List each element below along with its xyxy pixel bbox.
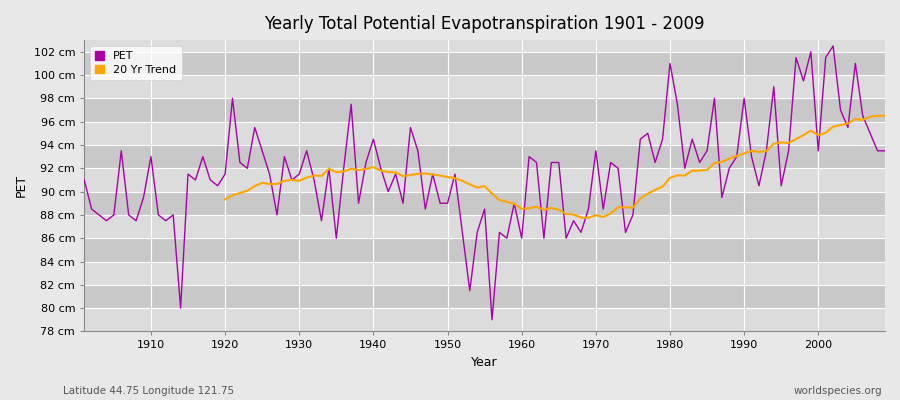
- Title: Yearly Total Potential Evapotranspiration 1901 - 2009: Yearly Total Potential Evapotranspiratio…: [265, 15, 705, 33]
- Text: Latitude 44.75 Longitude 121.75: Latitude 44.75 Longitude 121.75: [63, 386, 234, 396]
- Y-axis label: PET: PET: [15, 174, 28, 197]
- Legend: PET, 20 Yr Trend: PET, 20 Yr Trend: [90, 46, 182, 80]
- X-axis label: Year: Year: [472, 356, 498, 369]
- Bar: [85, 122, 885, 145]
- Bar: [85, 145, 885, 168]
- Text: worldspecies.org: worldspecies.org: [794, 386, 882, 396]
- Bar: [85, 262, 885, 285]
- Bar: [85, 215, 885, 238]
- Bar: [85, 75, 885, 98]
- Bar: [85, 98, 885, 122]
- Bar: [85, 238, 885, 262]
- Bar: [85, 168, 885, 192]
- Bar: [85, 285, 885, 308]
- Bar: [85, 52, 885, 75]
- Bar: [85, 192, 885, 215]
- Bar: [85, 308, 885, 332]
